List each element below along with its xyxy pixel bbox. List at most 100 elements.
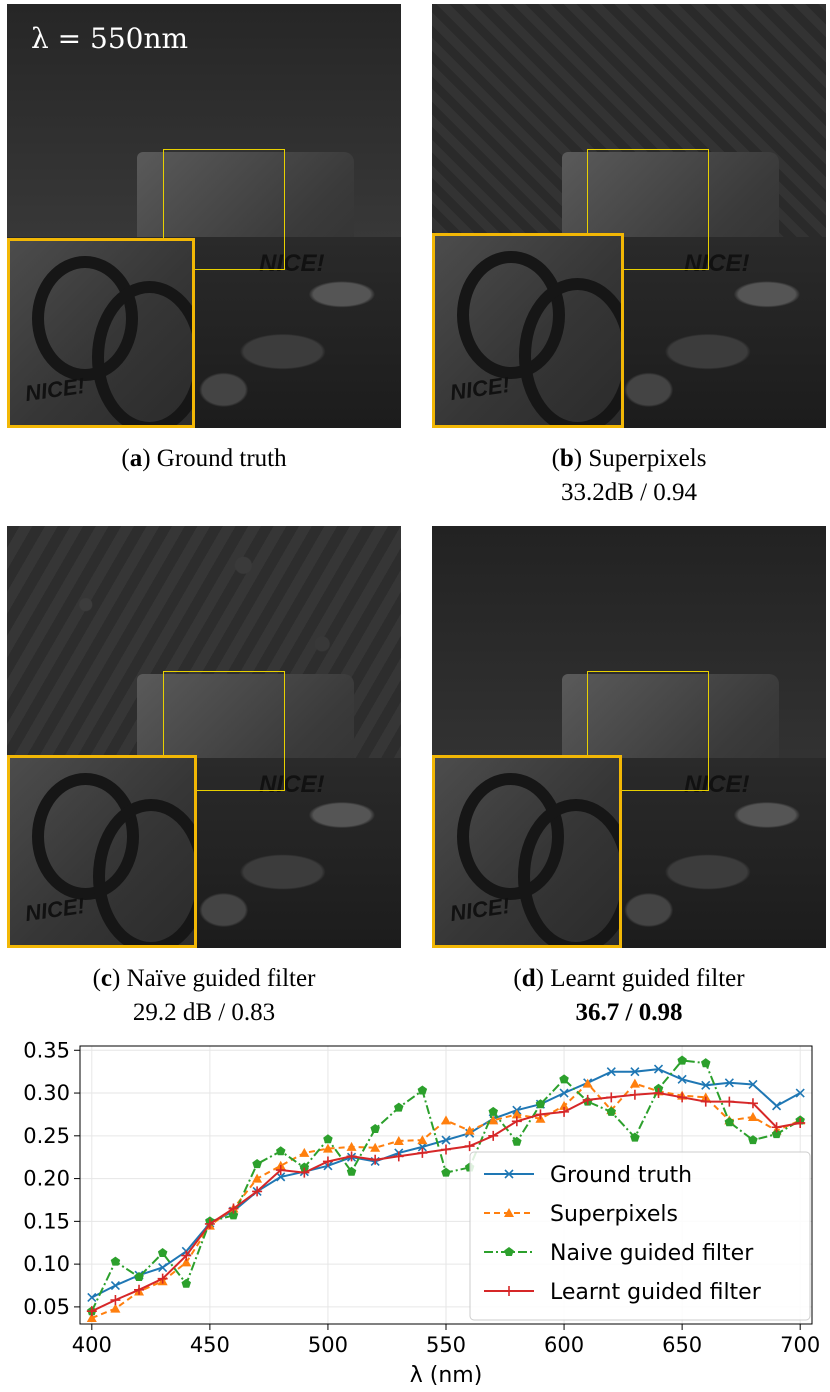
x-tick-label: 450: [190, 1333, 230, 1357]
series-3-point: [299, 1162, 310, 1172]
series-2-point: [488, 1115, 499, 1125]
legend-marker-2: [504, 1208, 514, 1217]
series-1-point: [772, 1101, 782, 1111]
series-4-point: [393, 1151, 404, 1162]
x-tick-label: 650: [662, 1333, 702, 1357]
inset-graffiti-text: NICE!: [448, 892, 511, 926]
series-1-point: [110, 1280, 120, 1291]
series-4-point: [86, 1306, 97, 1317]
inset-graffiti-text: NICE!: [448, 372, 512, 406]
series-3-point: [488, 1106, 498, 1116]
series-4-point: [771, 1122, 782, 1133]
series-2-point: [346, 1141, 357, 1151]
series-2-point: [441, 1115, 451, 1125]
series-4-point: [488, 1130, 499, 1141]
x-tick-label: 600: [544, 1333, 584, 1357]
series-1-point: [276, 1172, 286, 1182]
series-4-point: [724, 1096, 735, 1107]
inset-graffiti-text: NICE!: [23, 892, 86, 926]
series-1-point: [701, 1080, 711, 1090]
series-1-point: [559, 1088, 569, 1098]
series-4-point: [346, 1151, 357, 1162]
legend-box: [469, 1151, 811, 1321]
series-3-point: [606, 1106, 616, 1116]
y-tick-label: 0.15: [23, 1209, 70, 1233]
legend-label-1: Ground truth: [550, 1163, 692, 1188]
legend-label-3: Naive guided filter: [550, 1241, 754, 1266]
series-3-point: [110, 1256, 121, 1266]
series-1-point: [606, 1067, 616, 1077]
series-1-point: [158, 1262, 168, 1273]
series-3-point: [630, 1132, 640, 1142]
series-2-point: [464, 1125, 475, 1135]
series-3-point: [441, 1167, 451, 1177]
spectral-line-chart: 400 450 500 550 600 650 700 0.05 0.10 0.15 0.20 0.2…: [23, 1038, 820, 1388]
series-4-point: [559, 1106, 570, 1117]
legend-label-4: Learnt guided filter: [550, 1280, 762, 1305]
series-2-point: [747, 1111, 758, 1121]
series-3-point: [559, 1074, 569, 1084]
y-tick-label: 0.30: [23, 1081, 70, 1105]
y-tick-label: 0.10: [23, 1252, 70, 1276]
series-1-point: [441, 1135, 451, 1145]
series-4-point: [275, 1165, 286, 1176]
series-4-point: [181, 1250, 192, 1261]
series-1-point: [653, 1064, 664, 1074]
series-4-point: [511, 1116, 522, 1127]
series-4-point: [629, 1089, 640, 1100]
panel-b-image: NICE! NICE!: [432, 4, 826, 428]
zoom-inset: NICE!: [7, 238, 195, 428]
y-tick-label: 0.25: [23, 1124, 70, 1148]
series-2-point: [252, 1173, 263, 1183]
series-2-point: [393, 1135, 404, 1145]
series-2-point: [582, 1078, 593, 1088]
series-3-point: [771, 1129, 782, 1139]
series-3-point: [748, 1135, 758, 1145]
series-3-point: [181, 1278, 191, 1288]
series-4-point: [204, 1218, 215, 1229]
series-2-point: [417, 1135, 428, 1145]
graffiti-text: NICE!: [259, 249, 325, 277]
series-3-point: [252, 1159, 262, 1169]
caption-d: (d) Learnt guided filter 36.7 / 0.98: [432, 962, 826, 1030]
series-3-point: [535, 1099, 546, 1109]
series-3-point: [701, 1058, 711, 1068]
series-3-point: [346, 1166, 357, 1176]
x-tick-label: 550: [426, 1333, 466, 1357]
series-4-point: [370, 1154, 381, 1165]
series-2-point: [559, 1100, 570, 1110]
wavelength-label: λ = 550nm: [31, 22, 189, 55]
series-2-point: [322, 1143, 333, 1153]
y-tick-label: 0.35: [23, 1038, 70, 1062]
graffiti-text: NICE!: [259, 770, 325, 798]
series-3-point: [724, 1117, 735, 1127]
series-4-point: [252, 1186, 263, 1197]
series-3-point: [677, 1055, 687, 1065]
y-tick-label: 0.20: [23, 1167, 70, 1191]
series-1-point: [724, 1078, 734, 1088]
panel-a-image: NICE! NICE! λ = 550nm: [7, 4, 401, 428]
x-axis-label: λ (nm): [410, 1363, 483, 1388]
series-1-point: [748, 1079, 758, 1090]
series-3-point: [228, 1210, 239, 1220]
series-4-point: [299, 1167, 310, 1178]
legend-marker-3: [504, 1247, 514, 1256]
zoom-inset: NICE!: [432, 755, 622, 948]
series-2-point: [181, 1257, 192, 1267]
series-4-point: [747, 1098, 758, 1109]
y-tick-label: 0.05: [23, 1295, 70, 1319]
graffiti-text: NICE!: [684, 770, 750, 798]
series-1-point: [417, 1142, 427, 1152]
series-3-point: [370, 1124, 380, 1133]
legend-marker-1: [504, 1169, 514, 1179]
series-4-point: [441, 1144, 451, 1155]
zoom-region-box: [587, 149, 709, 270]
caption-b-metrics: 33.2dB / 0.94: [560, 479, 698, 506]
inset-graffiti-text: NICE!: [23, 372, 86, 406]
series-4-point: [677, 1092, 688, 1103]
series-4-point: [582, 1094, 593, 1105]
series-2-point: [110, 1303, 121, 1313]
panel-c-image: NICE! NICE!: [7, 526, 401, 948]
series-4-point: [417, 1147, 428, 1158]
series-1-point: [677, 1074, 687, 1084]
